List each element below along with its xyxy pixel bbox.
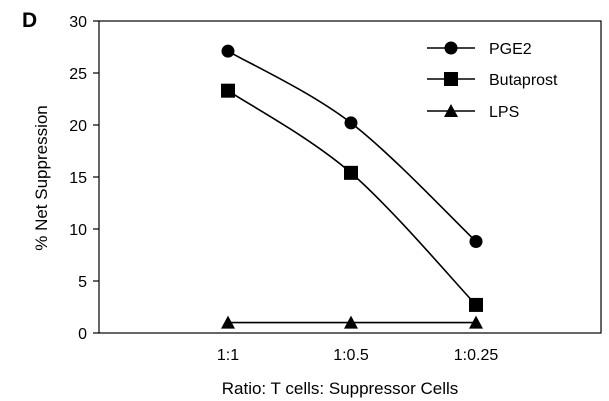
- x-tick-label: 1:0.5: [333, 347, 369, 364]
- legend-marker: [444, 41, 458, 55]
- data-point: [344, 116, 358, 130]
- y-tick-label: 0: [78, 326, 87, 343]
- legend-marker: [444, 72, 458, 86]
- y-tick-label: 25: [69, 66, 87, 83]
- data-point: [344, 165, 358, 180]
- axes: 0 5 10 15 20 25 30 1:1 1:0.5 1:0.25: [69, 14, 602, 364]
- series-pge2: [221, 44, 483, 248]
- y-tick-label: 20: [69, 118, 87, 135]
- data-point: [469, 315, 483, 329]
- y-axis-title: % Net Suppression: [32, 105, 51, 251]
- x-tick-label: 1:0.25: [454, 347, 499, 364]
- data-point: [221, 83, 235, 98]
- series-lps: [221, 315, 483, 329]
- legend-entry: PGE2: [427, 41, 532, 58]
- legend-entry: LPS: [427, 104, 519, 121]
- y-tick-label: 5: [78, 274, 87, 291]
- series-butaprost: [221, 83, 483, 312]
- data-point: [469, 234, 483, 248]
- legend: PGE2 Butaprost LPS: [427, 41, 558, 121]
- legend-label: LPS: [489, 104, 519, 121]
- y-tick-label: 30: [69, 14, 87, 31]
- legend-label: Butaprost: [489, 72, 558, 89]
- series-layer: [221, 44, 483, 329]
- x-axis-title: Ratio: T cells: Suppressor Cells: [222, 379, 459, 398]
- data-point: [344, 315, 358, 329]
- x-tick-label: 1:1: [217, 347, 239, 364]
- data-point: [221, 44, 235, 58]
- y-tick-label: 10: [69, 222, 87, 239]
- panel-label: D: [22, 9, 37, 32]
- legend-label: PGE2: [489, 41, 532, 58]
- legend-marker: [444, 104, 458, 117]
- data-point: [469, 297, 483, 312]
- data-point: [221, 315, 235, 329]
- y-tick-label: 15: [69, 170, 87, 187]
- legend-entry: Butaprost: [427, 72, 558, 89]
